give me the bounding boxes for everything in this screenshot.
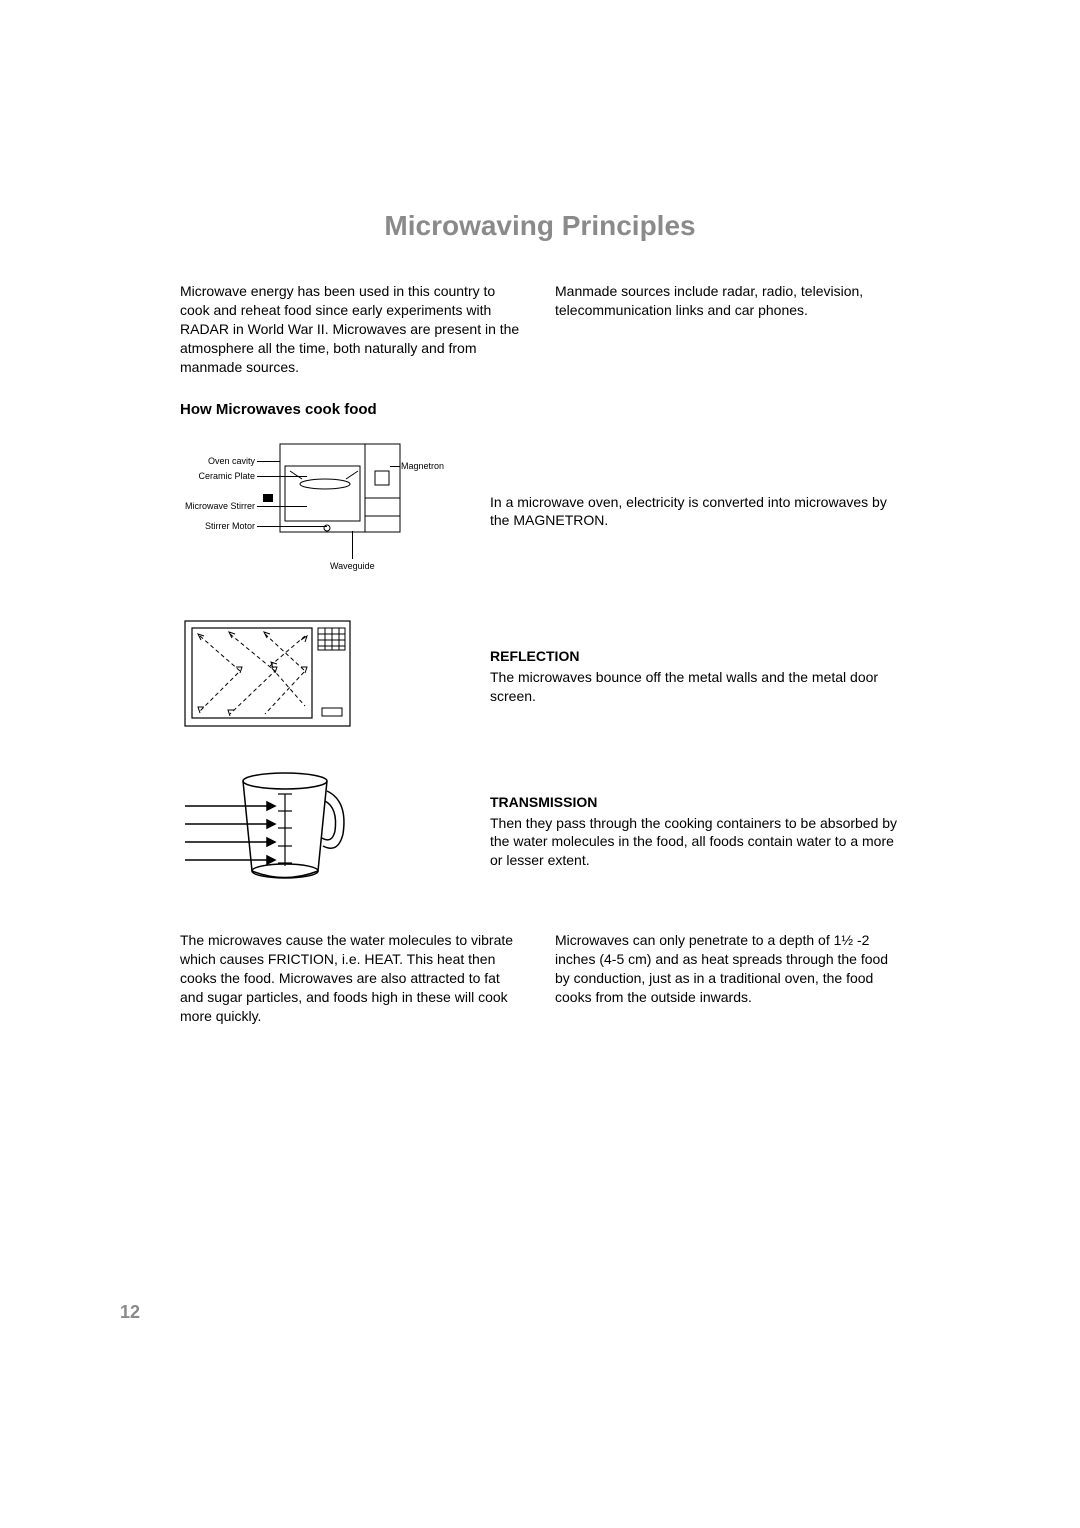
bottom-columns: The microwaves cause the water molecules… — [180, 931, 900, 1025]
transmission-body: Then they pass through the cooking conta… — [490, 814, 900, 871]
reflection-title: REFLECTION — [490, 647, 900, 666]
page-number: 12 — [120, 1302, 140, 1323]
diagram-magnetron-section: Oven cavity Ceramic Plate Microwave Stir… — [180, 436, 900, 586]
transmission-text-block: TRANSMISSION Then they pass through the … — [490, 793, 900, 871]
page-title: Microwaving Principles — [180, 210, 900, 242]
bottom-left: The microwaves cause the water molecules… — [180, 931, 525, 1025]
page-content: Microwaving Principles Microwave energy … — [0, 0, 1080, 1026]
diagram-magnetron: Oven cavity Ceramic Plate Microwave Stir… — [180, 436, 440, 586]
diagram-magnetron-caption: In a microwave oven, electricity is conv… — [490, 493, 900, 531]
reflection-section: REFLECTION The microwaves bounce off the… — [180, 616, 900, 736]
reflection-text-block: REFLECTION The microwaves bounce off the… — [490, 647, 900, 706]
transmission-diagram — [180, 766, 440, 896]
subheading-how-cook: How Microwaves cook food — [180, 401, 900, 418]
intro-left: Microwave energy has been used in this c… — [180, 282, 525, 376]
intro-columns: Microwave energy has been used in this c… — [180, 282, 900, 376]
transmission-title: TRANSMISSION — [490, 793, 900, 812]
reflection-body: The microwaves bounce off the metal wall… — [490, 668, 900, 706]
bottom-right: Microwaves can only penetrate to a depth… — [555, 931, 900, 1025]
transmission-section: TRANSMISSION Then they pass through the … — [180, 766, 900, 896]
intro-right: Manmade sources include radar, radio, te… — [555, 282, 900, 376]
reflection-diagram — [180, 616, 440, 736]
